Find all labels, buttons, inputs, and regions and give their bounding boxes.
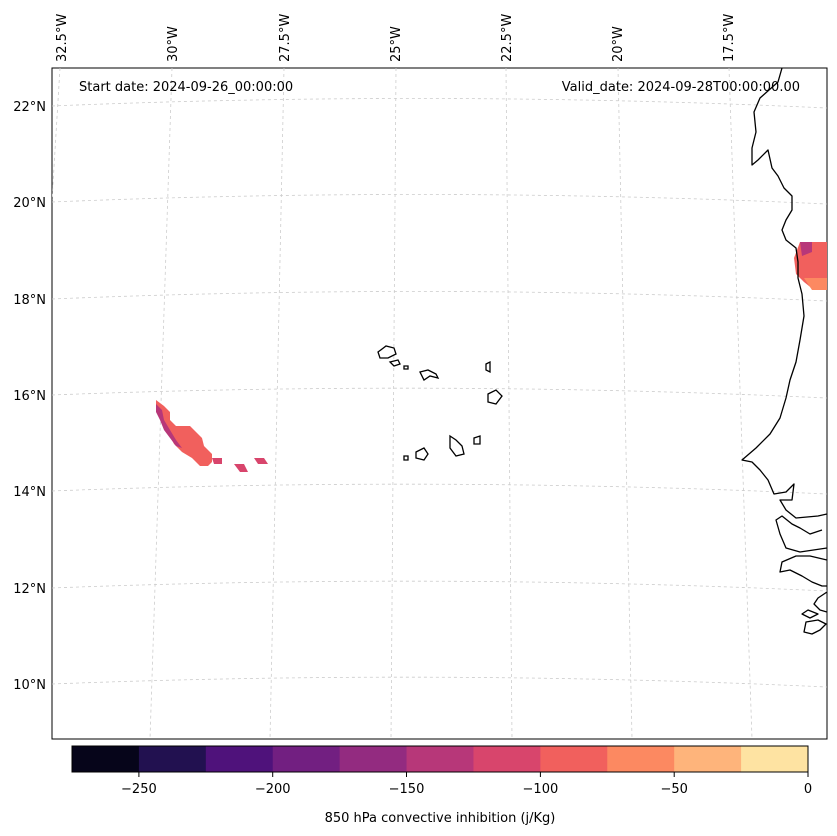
colorbar-segment (674, 746, 742, 772)
latitude-labels: 22°N 20°N 18°N 16°N 14°N 12°N 10°N (13, 100, 46, 693)
island-boa-vista (487, 389, 503, 405)
cin-patch-west-core (156, 404, 182, 448)
island-santiago (449, 434, 465, 457)
graticule (52, 68, 827, 739)
parallel-22n (52, 98, 827, 109)
colorbar-tick-label: −150 (389, 782, 425, 797)
lat-label: 20°N (13, 196, 46, 211)
meridian-20w (617, 68, 633, 739)
colorbar-segment (473, 746, 541, 772)
lon-label: 27.5°W (278, 14, 293, 62)
cin-patch-east-edge (804, 278, 827, 290)
island-brava (403, 455, 409, 461)
lon-label: 32.5°W (55, 14, 70, 62)
colorbar-segment (607, 746, 675, 772)
meridian-22-5w (505, 68, 513, 739)
africa-coastline (741, 68, 827, 635)
meridian-25w (390, 68, 397, 739)
island-santo-antao (377, 345, 397, 359)
cin-patch-west-fleck-3 (254, 458, 268, 464)
cin-patch-west (156, 400, 212, 466)
meridian-27-5w (269, 68, 285, 739)
island-fogo (415, 447, 429, 461)
island-sal (485, 360, 491, 374)
cin-patch-west-fleck-2 (234, 464, 248, 472)
colorbar-segment (205, 746, 274, 772)
lon-label: 22.5°W (500, 14, 515, 62)
colorbar (72, 746, 809, 772)
valid-date-text: Valid_date: 2024-09-28T00:00:00.00 (562, 80, 800, 95)
lon-label: 20°W (611, 26, 626, 62)
meridian-30w (149, 68, 173, 739)
cape-verde-islands (377, 345, 503, 461)
island-maio (473, 435, 481, 445)
meridian-17-5w (728, 68, 753, 739)
colorbar-segment (741, 746, 809, 772)
colorbar-segment (272, 746, 341, 772)
longitude-labels: 32.5°W 30°W 27.5°W 25°W 22.5°W 20°W 17.5… (55, 14, 737, 62)
lat-label: 22°N (13, 100, 46, 115)
lat-label: 12°N (13, 582, 46, 597)
cin-field (156, 242, 827, 472)
lat-label: 14°N (13, 485, 46, 500)
start-date-text: Start date: 2024-09-26_00:00:00 (79, 80, 293, 95)
lat-label: 16°N (13, 389, 46, 404)
lon-label: 17.5°W (722, 14, 737, 62)
parallel-20n (52, 194, 827, 205)
lon-label: 30°W (166, 26, 181, 62)
colorbar-tick-label: −100 (523, 782, 559, 797)
cin-patch-east-core (800, 242, 812, 256)
colorbar-segment (540, 746, 608, 772)
lat-label: 18°N (13, 293, 46, 308)
parallel-12n (52, 580, 827, 592)
island-santa-luzia (403, 365, 409, 370)
colorbar-segment (138, 746, 207, 772)
parallel-14n (52, 483, 827, 495)
lon-label: 25°W (389, 26, 404, 62)
colorbar-segment (406, 746, 474, 772)
colorbar-tick-label: 0 (804, 782, 812, 797)
cin-patch-west-fleck-1 (212, 458, 222, 464)
map-frame (51, 67, 828, 740)
colorbar-segment (339, 746, 408, 772)
colorbar-tick-label: −50 (660, 782, 687, 797)
meridian-32-5w (52, 68, 61, 201)
colorbar-segment (72, 746, 140, 772)
parallel-10n (52, 676, 827, 688)
island-sao-vicente (388, 359, 401, 367)
colorbar-frame (71, 745, 809, 773)
colorbar-label: 850 hPa convective inhibition (j/Kg) (325, 811, 556, 826)
colorbar-tick-label: −200 (255, 782, 291, 797)
parallel-16n (52, 387, 827, 399)
colorbar-tick-label: −250 (121, 782, 157, 797)
lat-label: 10°N (13, 678, 46, 693)
parallel-18n (52, 291, 827, 302)
colorbar-ticks: −250 −200 −150 −100 −50 0 (121, 772, 812, 797)
island-sao-nicolau (419, 369, 440, 381)
